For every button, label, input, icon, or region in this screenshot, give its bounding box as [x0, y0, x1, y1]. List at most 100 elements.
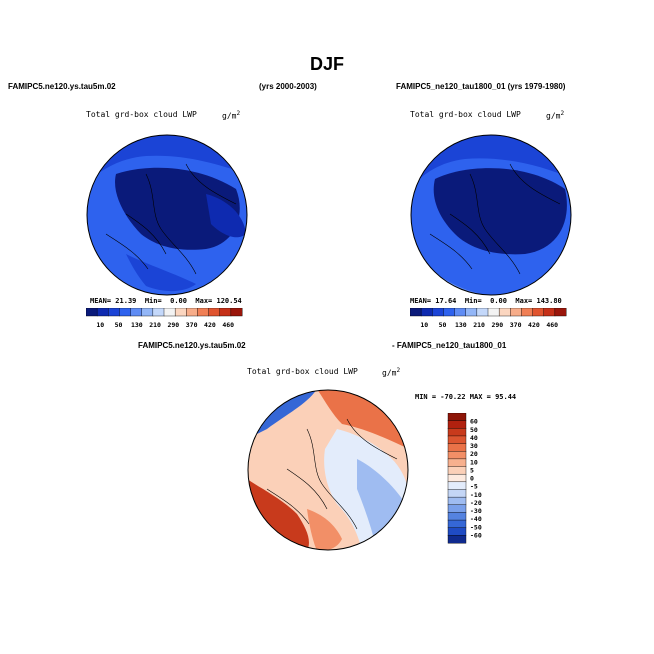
colorbar-swatch — [86, 308, 98, 317]
colorbar-tick-label: -10 — [470, 491, 482, 499]
colorbar-tick-label: 40 — [470, 434, 478, 442]
colorbar-tick-label: 420 — [204, 321, 216, 329]
colorbar-tick-label: 290 — [167, 321, 179, 329]
colorbar-swatch — [447, 420, 467, 429]
panel2-case-name: FAMIPC5_ne120_tau1800_01 (yrs 1979-1980) — [396, 82, 566, 91]
panel2-polar-map — [410, 134, 572, 296]
colorbar-tick-label: -40 — [470, 515, 482, 523]
colorbar-swatch — [447, 466, 467, 475]
colorbar-swatch — [521, 308, 533, 317]
diff-polar-map — [247, 389, 409, 551]
colorbar-swatch — [96, 308, 109, 317]
diff-coastlines — [266, 418, 398, 530]
diff-field-title: Total grd-box cloud LWP — [247, 367, 358, 376]
panel1-units: g/m2 — [222, 110, 241, 121]
colorbar-tick-label: 130 — [455, 321, 467, 329]
colorbar-tick-label: 460 — [222, 321, 234, 329]
colorbar-swatch — [447, 535, 467, 544]
colorbar-swatch — [447, 413, 467, 422]
colorbar-swatch — [447, 504, 467, 513]
panel2-units: g/m2 — [546, 110, 565, 121]
panel1-polar-map — [86, 134, 248, 296]
colorbar-tick-label: 50 — [115, 321, 123, 329]
panel2-stats: MEAN= 17.64 Min= 0.00 Max= 143.80 — [410, 297, 562, 305]
diff-left-title: FAMIPC5.ne120.ys.tau5m.02 — [138, 341, 246, 350]
colorbar-swatch — [186, 308, 198, 317]
colorbar-tick-label: 30 — [470, 442, 478, 450]
colorbar-tick-label: 50 — [470, 426, 478, 434]
colorbar-tick-label: -50 — [470, 523, 482, 531]
colorbar-swatch — [447, 496, 467, 506]
colorbar-tick-label: -5 — [470, 483, 478, 491]
colorbar-swatch — [447, 519, 467, 529]
panel1-years: (yrs 2000-2003) — [259, 82, 317, 91]
colorbar-swatch — [454, 308, 467, 317]
colorbar-swatch — [510, 308, 522, 317]
colorbar-swatch — [447, 489, 467, 498]
colorbar-swatch — [219, 308, 232, 317]
panel1-coastlines — [105, 163, 237, 275]
colorbar-swatch — [543, 308, 556, 317]
colorbar-swatch — [163, 308, 176, 317]
colorbar-swatch — [197, 308, 209, 317]
colorbar-tick-label: 210 — [473, 321, 485, 329]
colorbar-swatch — [465, 308, 478, 317]
colorbar-swatch — [447, 458, 467, 467]
colorbar-swatch — [108, 308, 120, 317]
colorbar-tick-label: 290 — [491, 321, 503, 329]
colorbar-swatch — [432, 308, 444, 317]
colorbar-swatch — [447, 512, 467, 521]
diff-field-patch-south — [307, 509, 342, 550]
colorbar-swatch — [208, 308, 221, 317]
colorbar-swatch — [447, 428, 467, 437]
diff-units: g/m2 — [382, 367, 401, 378]
colorbar-swatch — [447, 473, 467, 483]
colorbar-tick-label: -20 — [470, 499, 482, 507]
colorbar-tick-label: 420 — [528, 321, 540, 329]
panel2-colorbar: 10 50 130 210 290 370 420 460 — [410, 308, 567, 329]
diff-right-title: - FAMIPC5_ne120_tau1800_01 — [392, 341, 507, 350]
page-title: DJF — [309, 54, 344, 74]
panel1-colorbar: 10 50 130 210 290 370 420 460 — [86, 308, 243, 329]
diff-minmax: MIN = -70.22 MAX = 95.44 — [415, 393, 517, 401]
colorbar-tick-label: 50 — [439, 321, 447, 329]
colorbar-swatch — [476, 308, 489, 317]
colorbar-swatch — [230, 308, 243, 317]
panel1-field-title: Total grd-box cloud LWP — [86, 110, 197, 119]
colorbar-tick-label: 60 — [470, 418, 478, 426]
colorbar-tick-label: -30 — [470, 507, 482, 515]
colorbar-tick-label: 210 — [149, 321, 161, 329]
colorbar-tick-label: 130 — [131, 321, 143, 329]
colorbar-swatch — [447, 443, 467, 452]
colorbar-tick-label: -60 — [470, 531, 482, 539]
colorbar-tick-label: 10 — [420, 321, 428, 329]
colorbar-swatch — [130, 308, 143, 317]
colorbar-tick-label: 10 — [470, 458, 478, 466]
colorbar-swatch — [420, 308, 433, 317]
colorbar-swatch — [532, 308, 545, 317]
panel2-map-border — [410, 134, 572, 296]
panel1-stats: MEAN= 21.39 Min= 0.00 Max= 120.54 — [90, 297, 242, 305]
colorbar-swatch — [447, 435, 467, 444]
colorbar-swatch — [174, 308, 187, 317]
colorbar-swatch — [498, 308, 511, 317]
panel1-case-name: FAMIPC5.ne120.ys.tau5m.02 — [8, 82, 116, 91]
colorbar-swatch — [447, 481, 467, 490]
colorbar-swatch — [554, 308, 567, 317]
colorbar-swatch — [447, 527, 467, 536]
colorbar-tick-label: 370 — [510, 321, 522, 329]
colorbar-swatch — [410, 308, 422, 317]
colorbar-swatch — [447, 451, 467, 460]
colorbar-tick-label: 20 — [470, 450, 478, 458]
colorbar-tick-label: 370 — [186, 321, 198, 329]
panel2-field-title: Total grd-box cloud LWP — [410, 110, 521, 119]
panel1-field-core-low — [115, 167, 240, 250]
colorbar-tick-label: 460 — [546, 321, 558, 329]
panel2-coastlines — [429, 163, 561, 275]
panel1-field-patch-east — [206, 194, 246, 238]
colorbar-swatch — [141, 308, 154, 317]
colorbar-tick-label: 5 — [470, 466, 474, 474]
diff-map-border — [247, 389, 409, 551]
colorbar-tick-label: 0 — [470, 475, 474, 483]
